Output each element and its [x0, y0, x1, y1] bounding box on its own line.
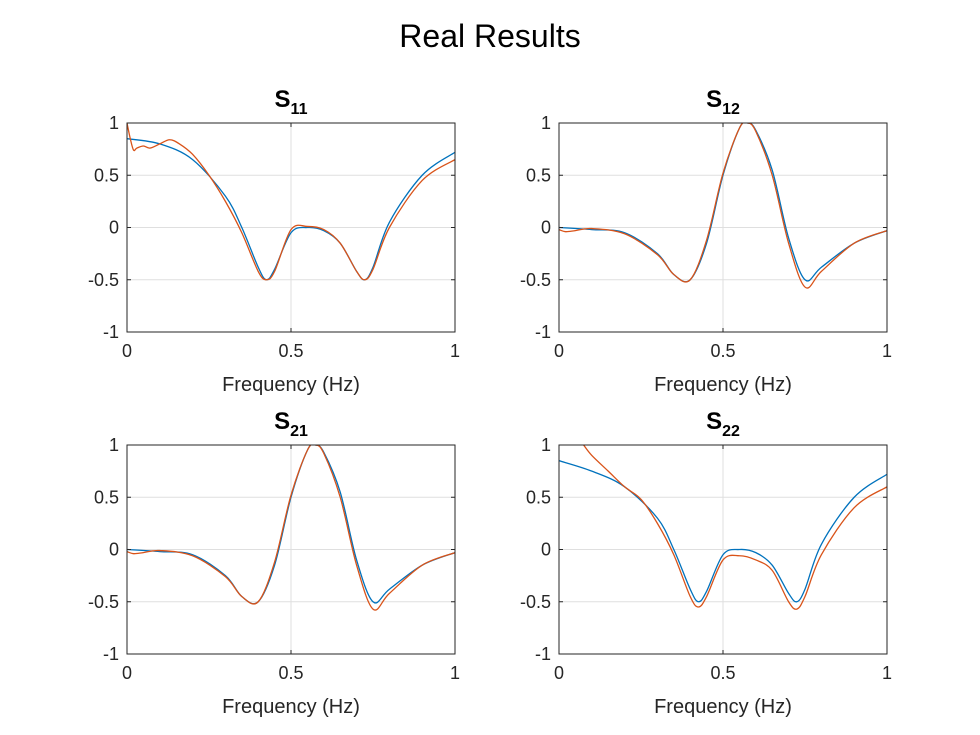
- x-axis-label: Frequency (Hz): [654, 696, 792, 718]
- x-tick-label: 0: [554, 341, 564, 361]
- series-line-2: [127, 123, 455, 281]
- y-tick-label: 0: [541, 218, 551, 238]
- subplot-title: S22: [706, 408, 740, 440]
- y-tick-label: 0.5: [94, 487, 119, 507]
- x-tick-label: 0.5: [278, 663, 303, 683]
- subplot-title-subscript: 21: [290, 423, 308, 440]
- y-tick-label: 1: [109, 435, 119, 455]
- y-tick-label: 0.5: [526, 487, 551, 507]
- series-line-2: [127, 445, 455, 611]
- x-tick-label: 0: [122, 663, 132, 683]
- subplot-title-subscript: 22: [722, 423, 740, 440]
- x-tick-label: 1: [882, 341, 892, 361]
- x-axis-label: Frequency (Hz): [222, 696, 360, 718]
- x-tick-label: 1: [450, 341, 460, 361]
- y-tick-label: 0.5: [94, 165, 119, 185]
- subplot-s12: 0 0.5 1 1 0.5 0 -0.5 -1 Frequency (Hz) S12: [520, 86, 892, 396]
- x-tick-label: 0.5: [710, 663, 735, 683]
- y-tick-label: 0: [541, 540, 551, 560]
- subplot-title-main: S: [706, 408, 722, 435]
- y-tick-label: 1: [541, 113, 551, 133]
- y-tick-label: -0.5: [88, 270, 119, 290]
- y-tick-label: 1: [541, 435, 551, 455]
- x-tick-label: 1: [882, 663, 892, 683]
- y-tick-label: 1: [109, 113, 119, 133]
- figure-title: Real Results: [399, 18, 580, 54]
- x-tick-label: 1: [450, 663, 460, 683]
- subplot-title: S21: [274, 408, 308, 440]
- y-tick-label: -0.5: [520, 592, 551, 612]
- series-line-1: [559, 460, 887, 603]
- x-tick-label: 0: [122, 341, 132, 361]
- series-line-2: [583, 445, 887, 610]
- subplot-title-subscript: 12: [722, 101, 740, 118]
- y-tick-label: -1: [103, 644, 119, 664]
- subplot-title-main: S: [706, 86, 722, 113]
- x-tick-label: 0.5: [278, 341, 303, 361]
- y-tick-label: -0.5: [520, 270, 551, 290]
- subplot-s22: 0 0.5 1 1 0.5 0 -0.5 -1 Frequency (Hz) S22: [520, 408, 892, 718]
- x-axis-label: Frequency (Hz): [222, 374, 360, 396]
- y-tick-label: -0.5: [88, 592, 119, 612]
- subplot-title-main: S: [275, 86, 291, 113]
- subplot-title-subscript: 11: [291, 101, 308, 118]
- subplot-title-main: S: [274, 408, 290, 435]
- x-tick-label: 0.5: [710, 341, 735, 361]
- y-tick-label: 0.5: [526, 165, 551, 185]
- series-line-1: [127, 138, 455, 281]
- subplot-s21: 0 0.5 1 1 0.5 0 -0.5 -1 Frequency (Hz) S21: [88, 408, 460, 718]
- y-tick-label: -1: [535, 322, 551, 342]
- series-line-2: [559, 123, 887, 289]
- x-tick-label: 0: [554, 663, 564, 683]
- y-tick-label: -1: [535, 644, 551, 664]
- subplot-title: S12: [706, 86, 740, 118]
- y-tick-label: 0: [109, 218, 119, 238]
- y-tick-label: -1: [103, 322, 119, 342]
- y-tick-label: 0: [109, 540, 119, 560]
- subplot-title: S11: [275, 86, 308, 118]
- x-axis-label: Frequency (Hz): [654, 374, 792, 396]
